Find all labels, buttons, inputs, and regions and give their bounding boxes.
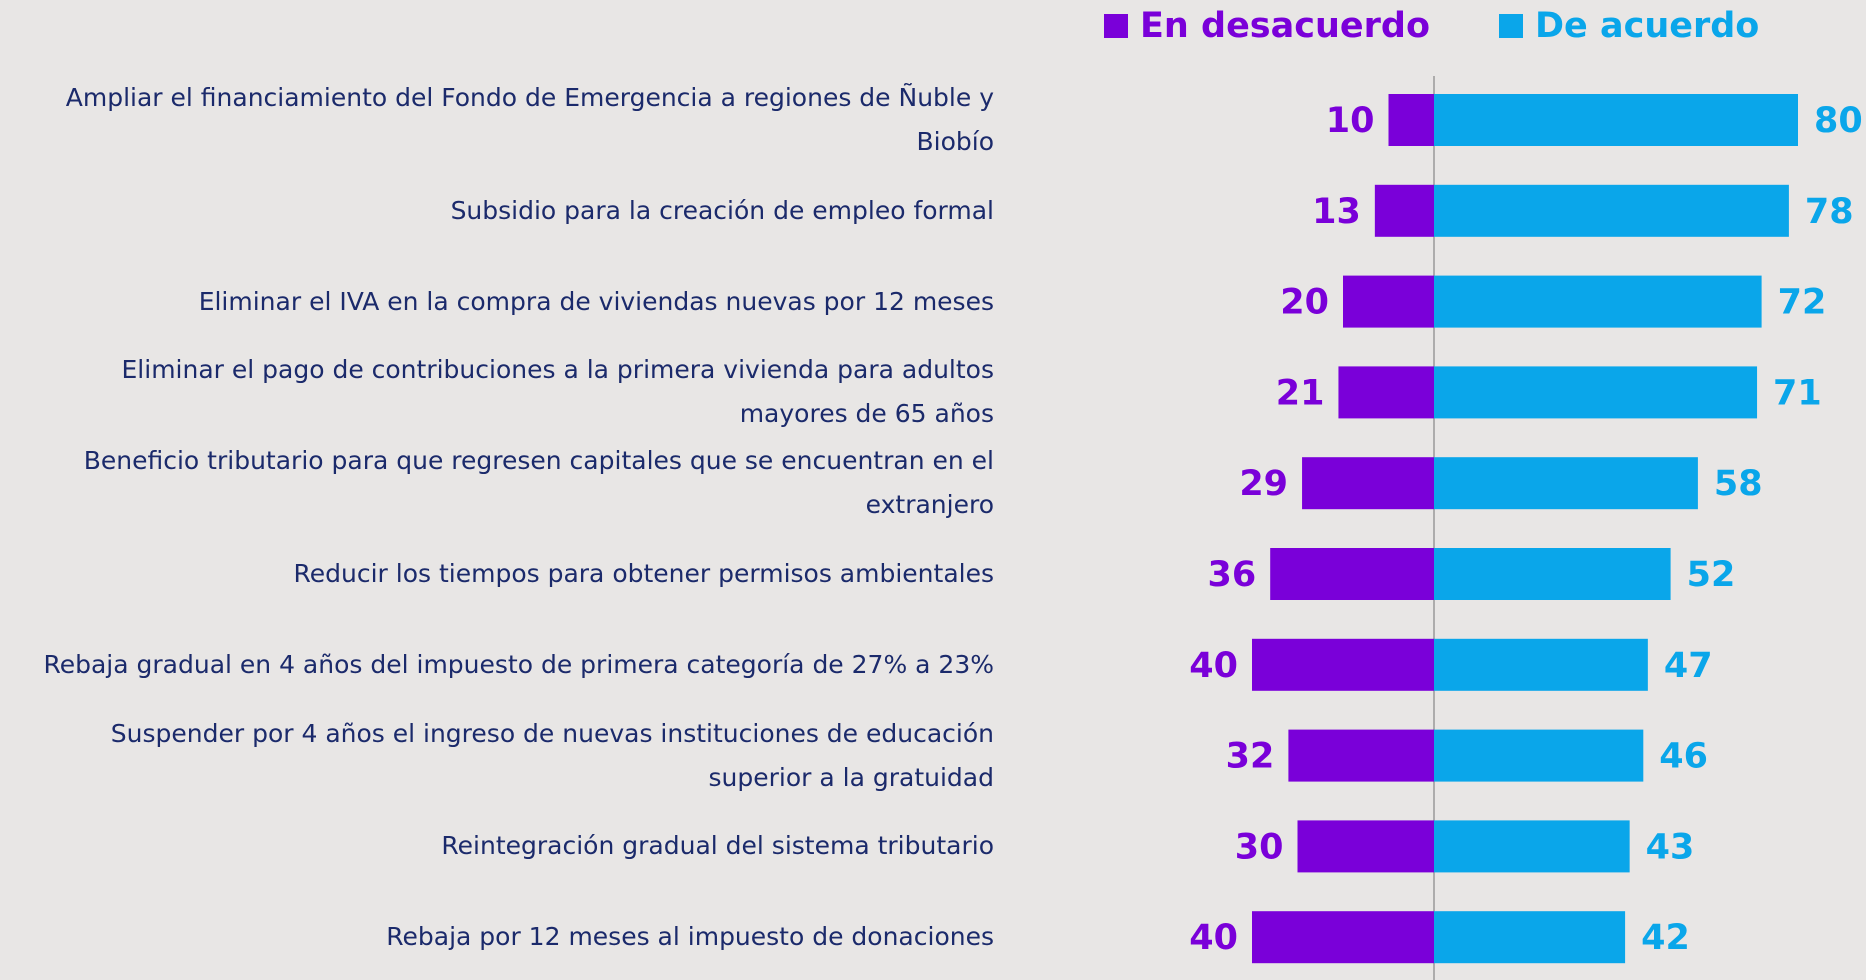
- bar: [1434, 911, 1626, 964]
- bar: [1374, 184, 1434, 237]
- category-label: Subsidio para la creación de empleo form…: [450, 195, 994, 225]
- value-label: 47: [1664, 646, 1713, 686]
- value-label: 78: [1805, 192, 1854, 232]
- value-label: 29: [1239, 464, 1288, 504]
- value-label: 32: [1226, 737, 1275, 777]
- bar: [1434, 184, 1789, 237]
- value-label: 46: [1659, 737, 1708, 777]
- bar: [1252, 638, 1434, 691]
- value-label: 58: [1714, 464, 1763, 504]
- bar: [1434, 275, 1762, 328]
- legend-swatch: [1104, 14, 1128, 38]
- value-label: 52: [1687, 555, 1736, 595]
- bar: [1288, 729, 1434, 782]
- bar: [1302, 457, 1434, 510]
- category-label: Beneficio tributario para que regresen c…: [83, 446, 994, 520]
- category-label: Eliminar el IVA en la compra de vivienda…: [198, 286, 994, 316]
- legend-label: En desacuerdo: [1140, 6, 1430, 46]
- category-label: Rebaja por 12 meses al impuesto de donac…: [386, 922, 994, 952]
- value-label: 43: [1646, 827, 1695, 867]
- bar: [1434, 820, 1630, 873]
- category-label: Rebaja gradual en 4 años del impuesto de…: [43, 649, 994, 679]
- bar: [1338, 366, 1434, 419]
- category-label: Reducir los tiempos para obtener permiso…: [293, 559, 995, 588]
- bar: [1388, 94, 1434, 146]
- bar: [1434, 457, 1698, 510]
- bar: [1343, 275, 1434, 328]
- value-label: 10: [1326, 101, 1375, 141]
- value-label: 20: [1280, 283, 1329, 323]
- value-label: 21: [1276, 373, 1325, 413]
- value-label: 40: [1189, 646, 1238, 686]
- legend-swatch: [1499, 14, 1523, 38]
- value-label: 40: [1189, 918, 1238, 958]
- bar: [1434, 366, 1758, 419]
- category-label: Eliminar el pago de contribuciones a la …: [121, 355, 995, 429]
- category-label: Suspender por 4 años el ingreso de nueva…: [110, 718, 994, 792]
- value-label: 30: [1235, 827, 1284, 867]
- value-label: 42: [1641, 918, 1690, 958]
- bar: [1252, 911, 1434, 964]
- value-label: 36: [1207, 555, 1256, 595]
- bar: [1434, 638, 1648, 691]
- value-label: 80: [1814, 101, 1863, 141]
- value-label: 72: [1778, 283, 1827, 323]
- bar: [1297, 820, 1434, 873]
- bar: [1434, 94, 1798, 146]
- bar: [1270, 548, 1434, 600]
- category-label: Reintegración gradual del sistema tribut…: [441, 831, 994, 861]
- bar: [1434, 548, 1671, 600]
- legend-label: De acuerdo: [1535, 6, 1759, 46]
- category-label: Ampliar el financiamiento del Fondo de E…: [65, 83, 994, 156]
- value-label: 71: [1773, 373, 1822, 413]
- bar: [1434, 729, 1644, 782]
- value-label: 13: [1312, 192, 1361, 232]
